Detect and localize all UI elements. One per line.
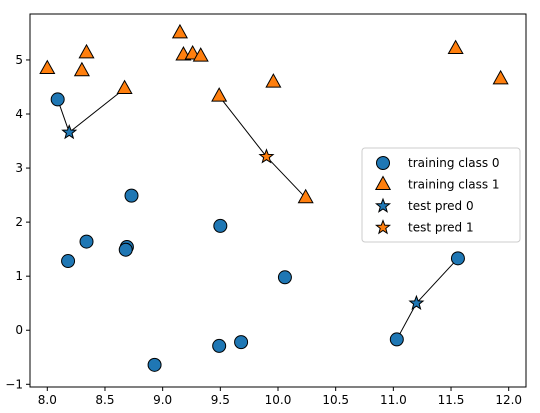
x-tick-label: 11.5 [438,393,465,407]
training-class-0-point [50,92,65,107]
test-pred-1-point [258,148,275,164]
x-tick-label: 8.0 [38,393,57,407]
training-class-1-point [211,87,228,102]
legend-box [361,147,521,243]
training-class-1-point [39,59,56,75]
legend-label-test-pred-0: test pred 0 [408,199,474,213]
y-tick-label: 2 [15,215,23,229]
y-tick-label: 3 [15,161,23,175]
x-tick-label: 9.0 [153,393,172,407]
legend-label-training-class-1: training class 1 [408,178,500,192]
legend-marker-test-pred-0 [374,197,392,213]
data-points [39,23,509,372]
training-class-0-point [124,188,139,203]
training-class-1-point [78,43,95,59]
neighbor-lines [57,88,459,340]
training-class-0-point [118,242,133,257]
training-class-0-point [79,234,94,249]
x-tick-label: 10.0 [265,393,292,407]
y-tick-label: 5 [15,53,23,67]
neighbor-line [266,156,307,199]
test-pred-0-point [61,123,78,140]
neighbor-line [68,88,125,133]
training-class-1-point [492,69,509,85]
training-class-1-point [192,47,209,62]
legend-label-test-pred-1: test pred 1 [408,221,474,235]
training-class-0-point [213,218,228,233]
training-class-1-point [73,61,90,77]
y-tick-label: 1 [15,269,23,283]
x-tick-label: 12.0 [495,393,522,407]
x-tick-label: 8.5 [95,393,114,407]
training-class-0-point [234,335,249,350]
training-class-1-point [265,73,282,88]
y-axis-ticks: −1 0 1 2 3 4 5 [5,53,30,391]
training-class-1-point [171,23,189,39]
legend-marker-training-class-0 [376,156,390,170]
x-tick-label: 9.5 [211,393,230,407]
x-tick-label: 10.5 [322,393,349,407]
training-class-0-point [212,338,227,353]
y-tick-label: −1 [5,377,23,391]
training-class-0-point [389,332,404,347]
neighbor-line [416,258,459,304]
legend-marker-training-class-1 [374,175,392,190]
legend: training class 0 training class 1 test pre… [361,147,521,243]
legend-marker-test-pred-1 [374,219,392,235]
training-class-0-point [450,251,465,266]
training-class-0-point [147,357,162,372]
x-axis-ticks: 8.0 8.5 9.0 9.5 10.0 10.5 11.0 11.5 12.0 [38,387,522,407]
legend-label-training-class-0: training class 0 [408,156,500,170]
neighbor-line [218,95,267,158]
y-tick-label: 4 [15,107,23,121]
training-class-1-point [297,188,314,204]
x-tick-label: 11.0 [380,393,407,407]
y-tick-label: 0 [15,323,23,337]
test-pred-0-point [408,294,425,311]
training-class-0-point [61,254,76,269]
training-class-1-point [447,39,464,55]
training-class-1-point [116,79,133,95]
training-class-0-point [277,270,292,285]
